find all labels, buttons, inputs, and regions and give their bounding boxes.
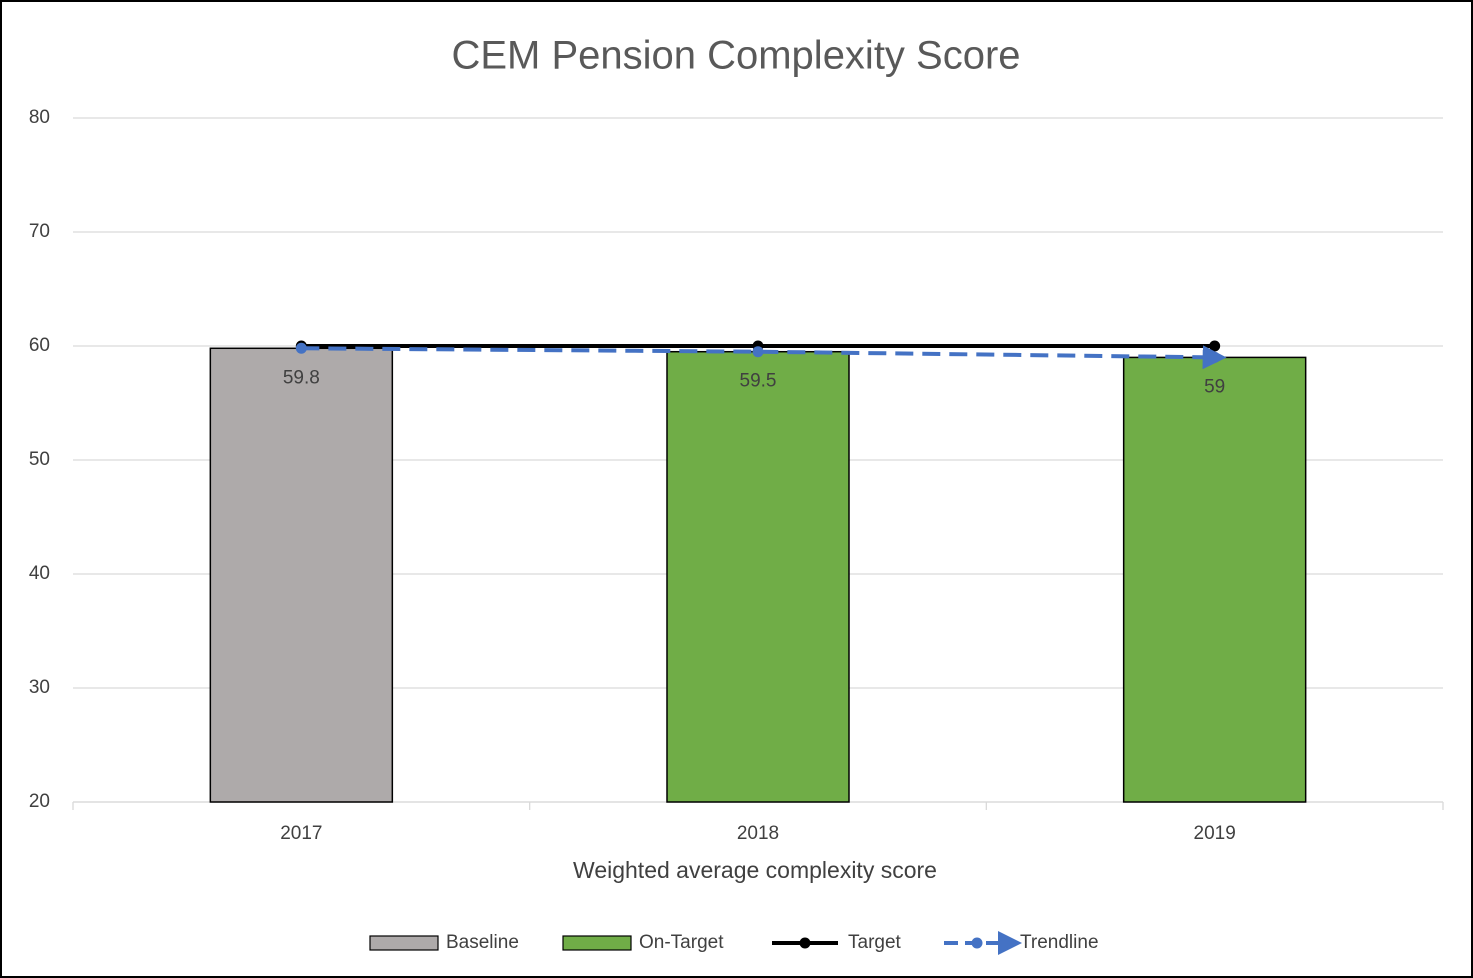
bar [209,347,394,803]
chart-title: CEM Pension Complexity Score [451,34,1020,78]
y-tick-label: 20 [29,791,50,812]
line-series [301,345,1227,370]
x-tick-label: 2017 [280,823,322,844]
bar [666,350,850,803]
y-tick-label: 80 [29,107,50,128]
y-tick-label: 60 [29,335,50,356]
legend-marker [971,937,983,949]
data-label: 59.8 [283,367,320,388]
y-tick-label: 40 [29,563,50,584]
legend-label: Target [848,932,902,953]
line-marker [1209,351,1221,363]
y-tick-label: 30 [29,677,50,698]
y-tick-label: 50 [29,449,50,470]
x-tick-label: 2019 [1194,823,1236,844]
y-tick-label: 70 [29,221,50,242]
legend-label: On-Target [639,932,724,953]
legend-swatch [369,935,439,951]
legend-label: Trendline [1020,932,1099,953]
x-axis-title: Weighted average complexity score [573,857,937,883]
legend-label: Baseline [446,932,519,953]
legend-swatch [562,935,632,951]
x-tick-label: 2018 [737,823,779,844]
data-label: 59.5 [740,371,777,392]
line-marker [1209,340,1221,352]
data-label: 59 [1204,376,1225,397]
line-marker [752,346,764,358]
line-marker [295,342,307,354]
bar [1122,356,1307,803]
legend-marker [799,937,811,949]
